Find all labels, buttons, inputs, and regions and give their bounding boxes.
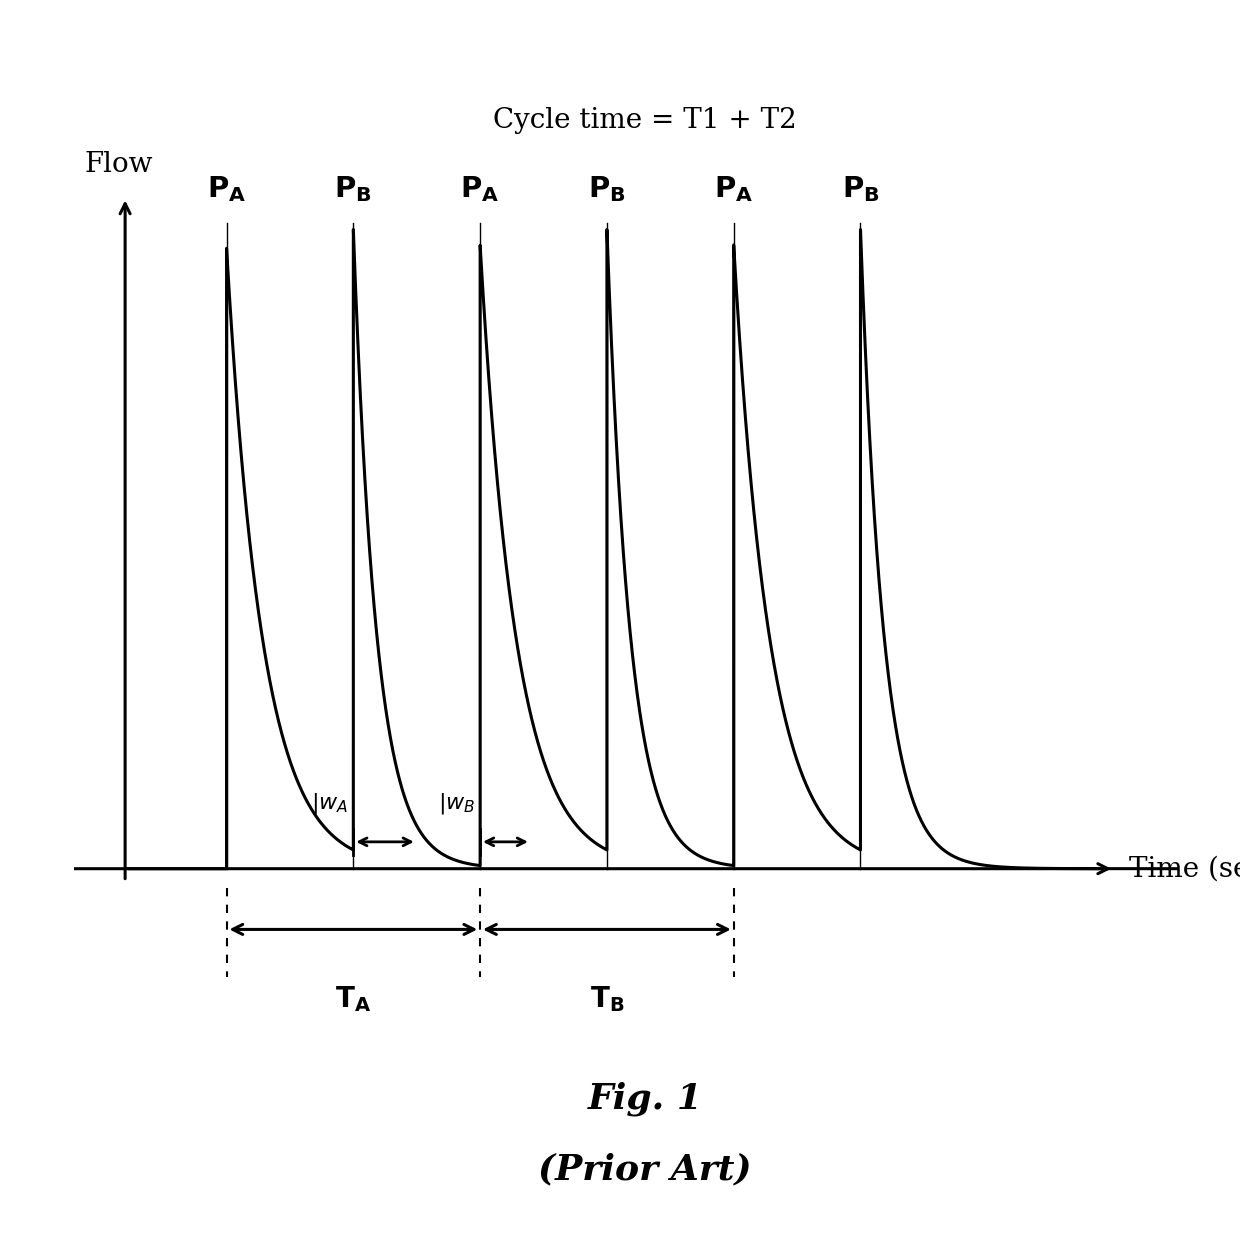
Text: $|w_A$: $|w_A$ bbox=[311, 791, 348, 816]
Text: (Prior Art): (Prior Art) bbox=[538, 1152, 751, 1186]
Text: $\mathbf{P_A}$: $\mathbf{P_A}$ bbox=[460, 174, 500, 204]
Text: Fig. 1: Fig. 1 bbox=[588, 1082, 702, 1116]
Text: Time (sec): Time (sec) bbox=[1130, 855, 1240, 882]
Text: $\mathbf{T_B}$: $\mathbf{T_B}$ bbox=[589, 984, 624, 1014]
Text: $\mathbf{P_B}$: $\mathbf{P_B}$ bbox=[842, 174, 879, 204]
Text: $\mathbf{P_A}$: $\mathbf{P_A}$ bbox=[207, 174, 247, 204]
Text: Cycle time = T1 + T2: Cycle time = T1 + T2 bbox=[494, 107, 797, 135]
Text: $|w_B$: $|w_B$ bbox=[438, 791, 475, 816]
Text: $\mathbf{P_A}$: $\mathbf{P_A}$ bbox=[714, 174, 754, 204]
Text: Flow: Flow bbox=[84, 151, 153, 179]
Text: $\mathbf{P_B}$: $\mathbf{P_B}$ bbox=[335, 174, 372, 204]
Text: $\mathbf{T_A}$: $\mathbf{T_A}$ bbox=[335, 984, 372, 1014]
Text: $\mathbf{P_B}$: $\mathbf{P_B}$ bbox=[588, 174, 626, 204]
